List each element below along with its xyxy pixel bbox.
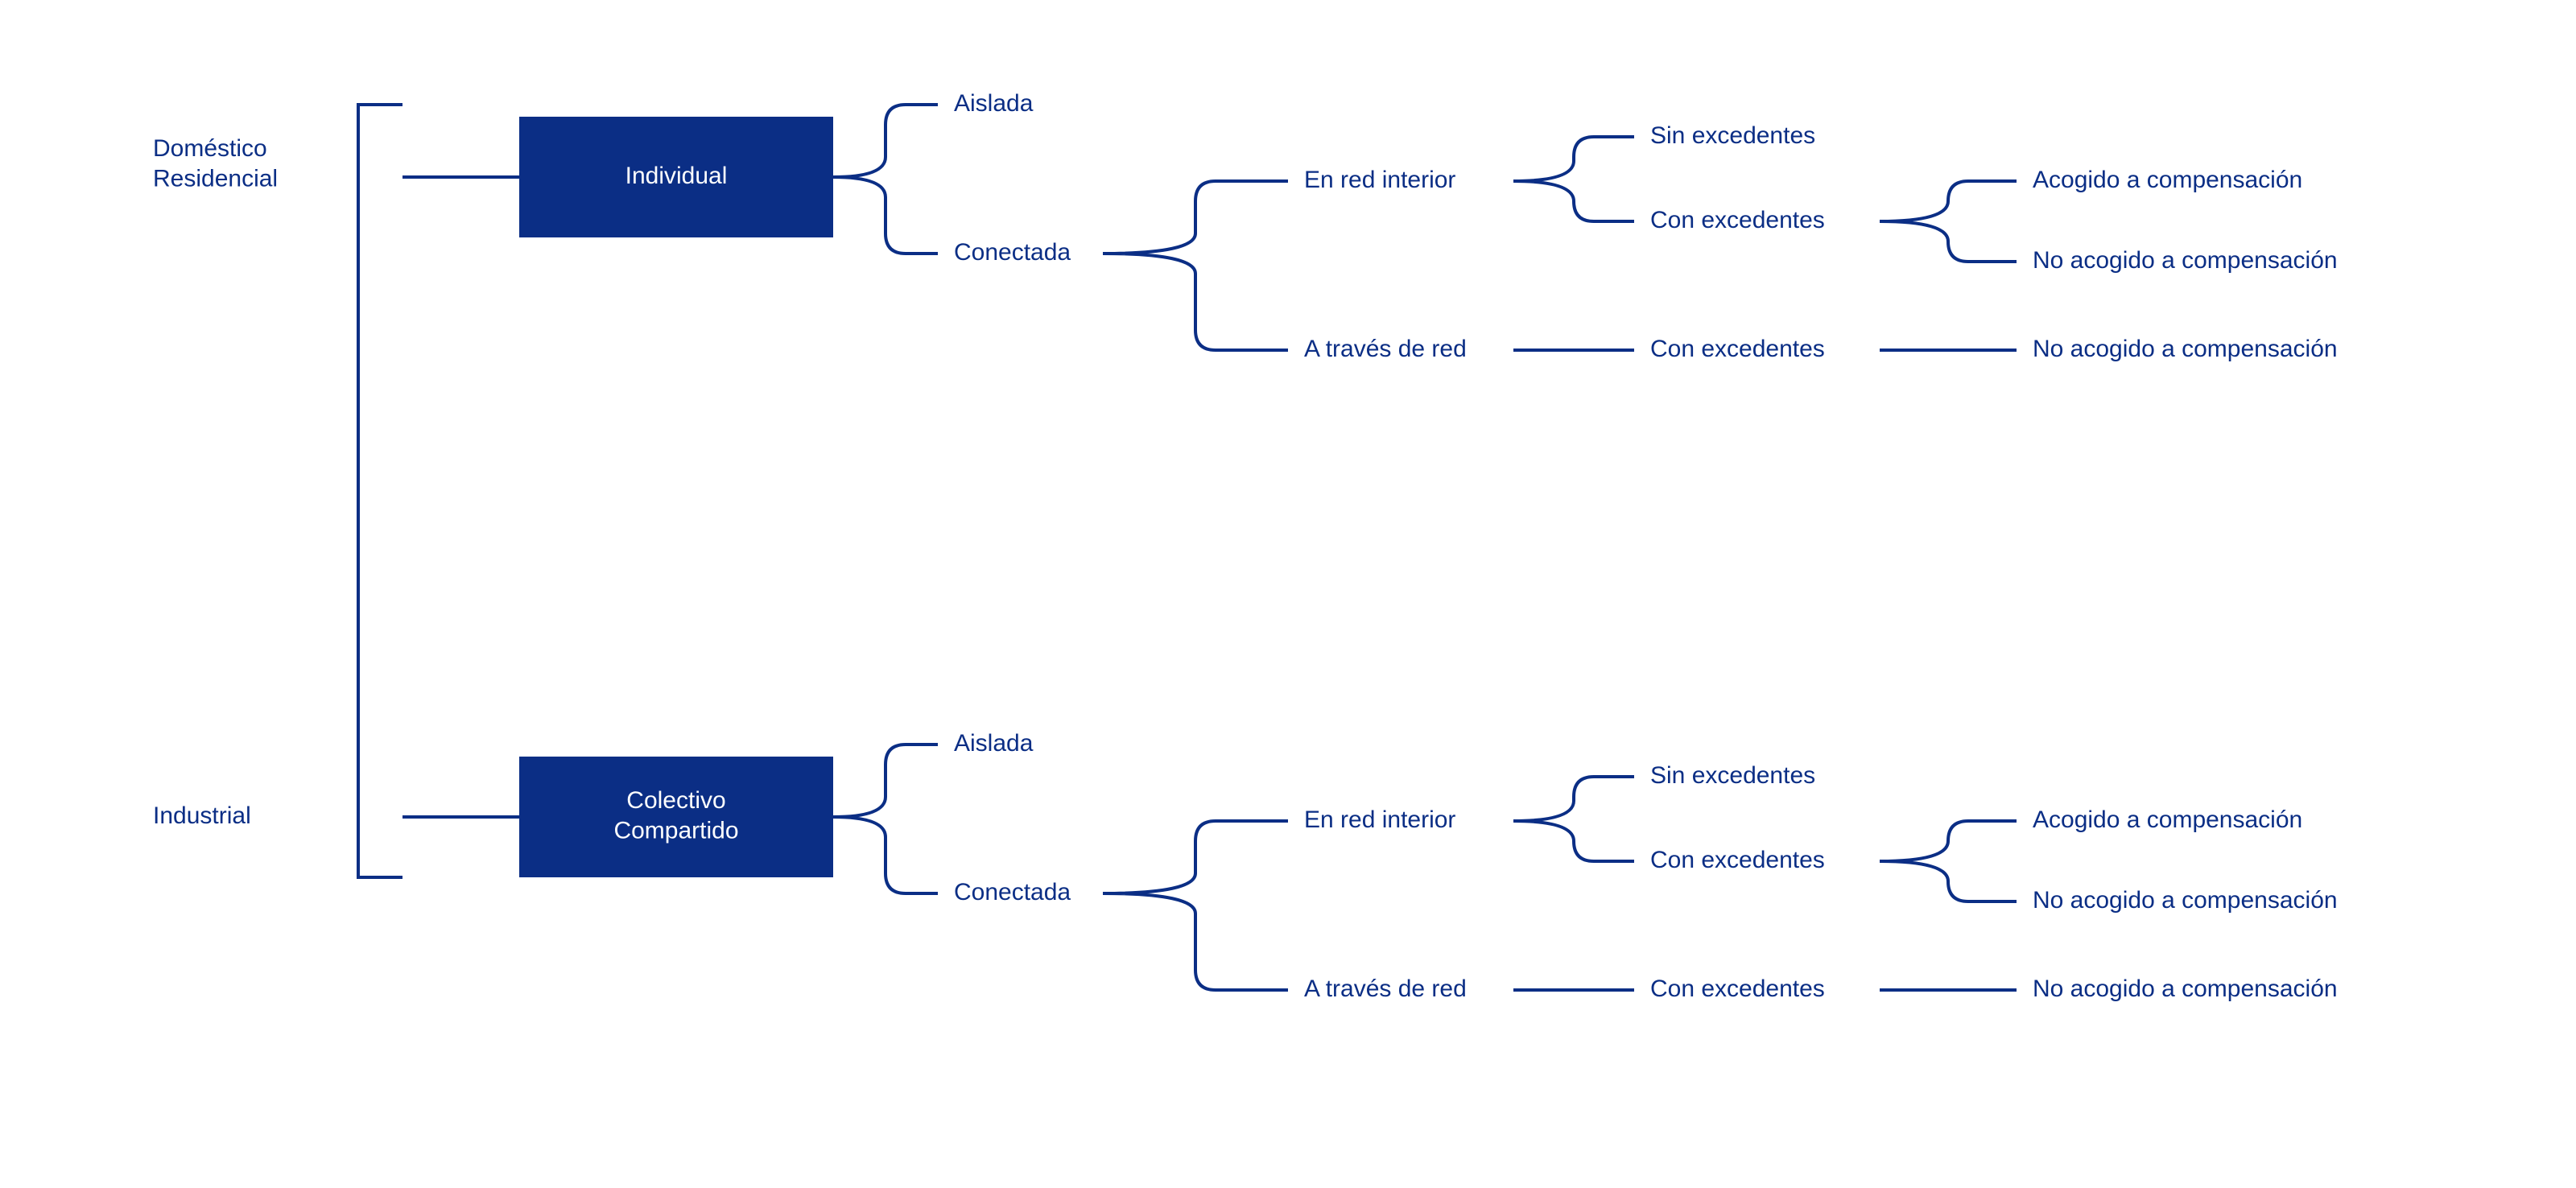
brace-connector bbox=[833, 745, 938, 893]
root-bracket bbox=[358, 105, 402, 877]
tree-node-label: Acogido a compensación bbox=[2033, 167, 2302, 193]
tree-node-label: Residencial bbox=[153, 166, 278, 192]
tree-node-label: Aislada bbox=[954, 90, 1034, 117]
tree-node-label: Sin excedentes bbox=[1650, 122, 1815, 149]
brace-connector bbox=[1103, 821, 1288, 990]
tree-node-label: Industrial bbox=[153, 802, 251, 829]
tree-node-label: A través de red bbox=[1304, 976, 1467, 1002]
tree-node-label: En red interior bbox=[1304, 167, 1455, 193]
tree-node-label: Doméstico bbox=[153, 135, 267, 162]
tree-node-label: Conectada bbox=[954, 879, 1071, 905]
classification-tree-diagram: Doméstico Residencial Industrial Individual… bbox=[0, 0, 2576, 1188]
tree-node-label: No acogido a compensación bbox=[2033, 247, 2338, 274]
brace-connector bbox=[1513, 777, 1634, 861]
tree-node-label: Aislada bbox=[954, 730, 1034, 757]
brace-connector bbox=[833, 105, 938, 254]
tree-node-label: Con excedentes bbox=[1650, 976, 1825, 1002]
category-box-label: Colectivo bbox=[626, 787, 725, 814]
tree-node-label: Con excedentes bbox=[1650, 336, 1825, 362]
tree-node-label: Conectada bbox=[954, 239, 1071, 266]
brace-connector bbox=[1880, 181, 2017, 262]
tree-node-label: No acogido a compensación bbox=[2033, 887, 2338, 914]
brace-connector bbox=[1103, 181, 1288, 350]
tree-node-label: No acogido a compensación bbox=[2033, 336, 2338, 362]
tree-node-label: Con excedentes bbox=[1650, 207, 1825, 233]
category-box-label: Individual bbox=[625, 163, 728, 189]
brace-connector bbox=[1880, 821, 2017, 901]
category-box-label: Compartido bbox=[613, 818, 738, 844]
tree-node-label: No acogido a compensación bbox=[2033, 976, 2338, 1002]
tree-node-label: A través de red bbox=[1304, 336, 1467, 362]
tree-node-label: Con excedentes bbox=[1650, 847, 1825, 873]
tree-node-label: Sin excedentes bbox=[1650, 762, 1815, 789]
brace-connector bbox=[1513, 137, 1634, 221]
tree-node-label: En red interior bbox=[1304, 806, 1455, 833]
tree-node-label: Acogido a compensación bbox=[2033, 806, 2302, 833]
